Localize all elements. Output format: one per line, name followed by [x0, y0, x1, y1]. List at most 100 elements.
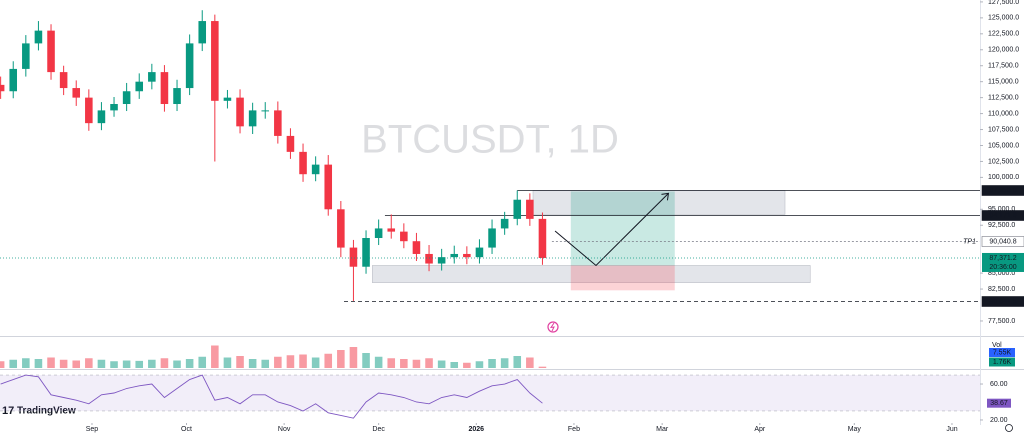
candle-body	[286, 135, 295, 152]
candle-body	[437, 257, 446, 264]
candle-body	[223, 97, 232, 101]
volume-bar	[110, 361, 118, 368]
clock[interactable]	[1005, 424, 1013, 432]
volume-bar	[286, 355, 295, 368]
volume-bar	[97, 359, 106, 368]
volume-bar	[500, 358, 509, 368]
level-name: TP1	[963, 238, 976, 245]
rsi-band	[0, 375, 980, 411]
volume-bar	[337, 350, 345, 368]
candle-body	[185, 43, 194, 89]
y-tick-label: 110,000.0	[988, 110, 1019, 117]
volume-bar	[349, 347, 358, 368]
y-tick-label: 107,500.0	[988, 126, 1019, 133]
level-label: 94,171.9	[989, 212, 1016, 219]
last-price-box	[982, 252, 1024, 272]
candle-body	[34, 30, 43, 44]
projection-arrow	[661, 192, 670, 201]
level-label: 90,040.8	[989, 238, 1016, 245]
volume-bar	[463, 362, 471, 368]
candle-body	[324, 164, 333, 210]
y-tick-label: 95,000.0	[988, 206, 1015, 213]
y-tick-label: 122,500.0	[988, 31, 1019, 38]
y-tick-label: 125,000.0	[988, 15, 1019, 22]
rsi-line	[0, 374, 543, 419]
candle-body	[9, 68, 18, 92]
candle-body	[47, 30, 55, 73]
y-tick-label: 105,000.0	[988, 142, 1019, 149]
countdown: 20:36:00	[989, 264, 1016, 271]
volume-bar	[85, 358, 93, 368]
x-tick-label: Dec	[372, 426, 385, 433]
position-loss	[570, 265, 675, 291]
candle-body	[513, 199, 522, 219]
volume-bar	[513, 356, 522, 368]
candle-body	[135, 81, 144, 92]
volume-bar	[9, 359, 18, 368]
volume-bar	[148, 359, 156, 368]
volume-bar	[211, 345, 219, 368]
x-tick-label: Apr	[754, 426, 766, 433]
candle-body	[85, 97, 93, 124]
candle-body	[425, 253, 433, 264]
candle-body	[122, 91, 131, 105]
level-label-box	[981, 296, 1024, 307]
y-tick-label: 120,000.0	[988, 47, 1019, 54]
volume-bar	[47, 357, 55, 368]
volume-bar	[0, 361, 5, 368]
volume-bar	[400, 359, 408, 368]
zone	[372, 265, 811, 283]
candle-body	[198, 21, 207, 44]
candle-body	[97, 110, 106, 124]
candle-body	[463, 253, 471, 258]
volume-last-box	[989, 357, 1015, 367]
candle-body	[374, 228, 383, 239]
logo-text: TradingView	[17, 406, 76, 417]
volume-bar	[299, 354, 307, 368]
rsi-tick-label: 20.00	[990, 417, 1008, 424]
volume-bar	[374, 356, 383, 368]
rsi-last-label: 38.67	[990, 400, 1008, 407]
candle-body	[211, 21, 219, 101]
candle-body	[400, 231, 408, 242]
volume-bar	[59, 359, 68, 368]
volume-bar	[185, 359, 194, 368]
candle-body	[488, 228, 496, 248]
volume-bar	[387, 358, 396, 368]
x-tick-label: Jun	[946, 426, 957, 433]
x-tick-label: 2026	[469, 426, 485, 433]
volume-bar	[475, 361, 484, 368]
volume-bar	[236, 356, 244, 368]
alert-icon[interactable]	[547, 321, 559, 333]
y-tick-label: 102,500.0	[988, 158, 1019, 165]
candle-body	[160, 72, 169, 105]
last-price-label: 87,371.2	[989, 255, 1016, 262]
candle-body	[500, 218, 509, 229]
candle-body	[72, 88, 81, 98]
y-tick-label: 112,500.0	[988, 94, 1019, 101]
x-tick-label: Feb	[568, 426, 580, 433]
y-tick-label: 127,500.0	[988, 0, 1019, 6]
level-label: 80,641.5	[989, 298, 1016, 305]
volume-bar	[274, 356, 282, 368]
candle-body	[337, 209, 345, 248]
volume-bar	[425, 358, 433, 368]
candle-body	[0, 84, 5, 92]
candle-body	[274, 110, 282, 136]
volume-bar	[160, 358, 169, 368]
candle-body	[526, 199, 534, 219]
volume-ma-box	[989, 348, 1015, 357]
candle-body	[148, 72, 156, 82]
x-tick-label: Mar	[656, 426, 669, 433]
alert-circle[interactable]	[547, 321, 559, 333]
y-tick-label: 115,000.0	[988, 79, 1019, 86]
clock-icon[interactable]	[1005, 424, 1013, 432]
candle-body	[475, 247, 484, 258]
candle-body	[59, 72, 68, 89]
volume-bar	[437, 360, 446, 368]
volume-bar	[198, 356, 207, 368]
level-label: 97,950.0	[989, 187, 1016, 194]
x-tick-label: Nov	[278, 426, 291, 433]
